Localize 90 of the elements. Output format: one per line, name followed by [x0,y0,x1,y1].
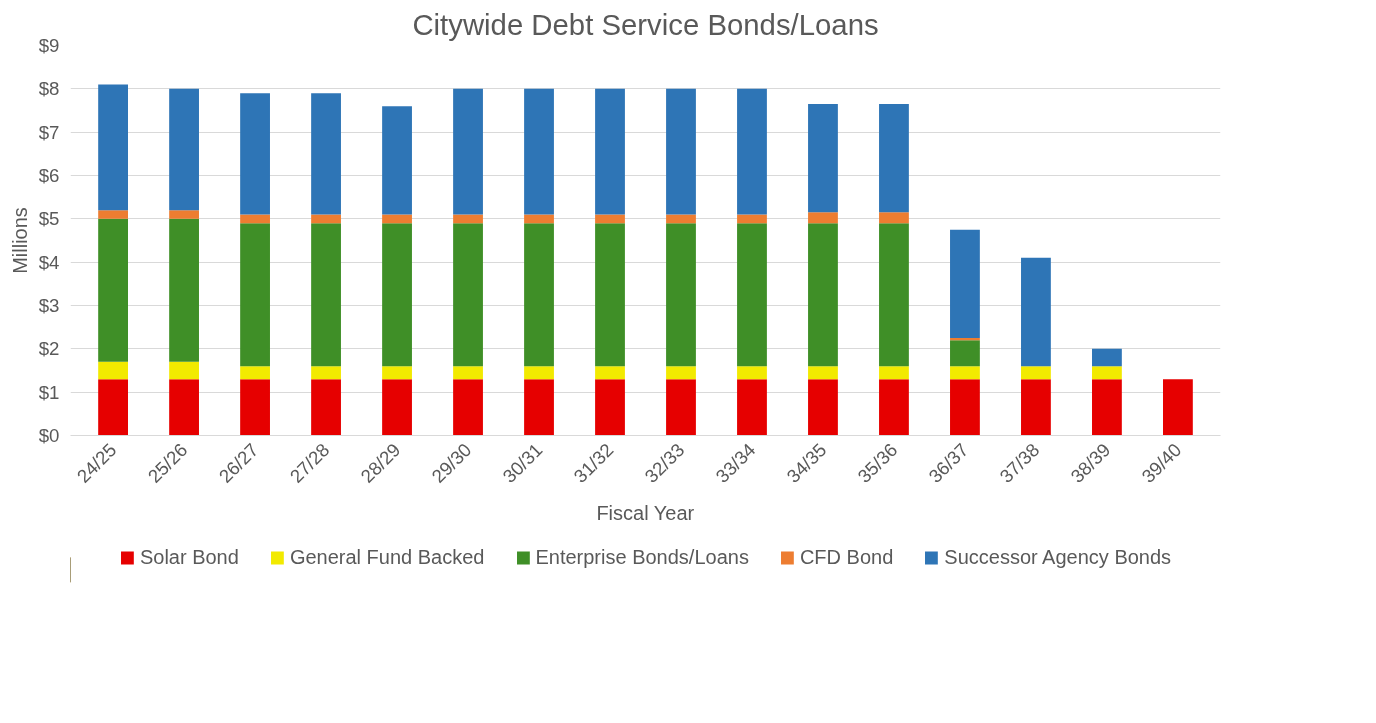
bar [311,223,341,367]
bar [1021,379,1051,436]
bar [595,379,625,436]
bar [879,379,909,436]
bar [98,379,128,436]
bar [169,361,199,380]
bar [169,210,199,219]
bar [950,340,980,367]
bar [240,223,270,367]
bar [1163,379,1193,436]
bar [1092,348,1122,367]
bar [737,223,767,367]
legend-label: Solar Bond [139,545,239,569]
bar [524,366,554,380]
legend-label: Successor Agency Bonds [944,545,1172,569]
y-tick-label: $4 [38,251,60,273]
bar [808,379,838,436]
bar [524,88,554,215]
legend-label: Enterprise Bonds/Loans [535,545,749,569]
bar [808,223,838,367]
bar [950,366,980,380]
bar [311,379,341,436]
bar [98,210,128,219]
bar [382,366,412,380]
legend-label: CFD Bond [799,545,894,569]
bar [595,366,625,380]
bar [950,229,980,338]
bar [879,212,909,224]
x-axis-title: Fiscal Year [596,502,695,525]
bar [1092,379,1122,436]
bar [950,338,980,341]
bar [453,88,483,215]
bar [382,214,412,224]
bar [879,366,909,380]
bar [1021,366,1051,380]
y-tick-label: $0 [38,425,60,446]
bar [666,223,696,367]
bar [382,106,412,215]
bar [524,223,554,367]
bar [240,214,270,224]
bar [666,379,696,436]
bar [737,88,767,215]
y-tick-label: $7 [38,121,60,143]
y-tick-label: $3 [38,295,60,316]
bar [453,214,483,224]
bar [595,223,625,367]
bar [524,214,554,224]
bar [98,361,128,380]
bar [808,212,838,224]
bar [666,214,696,224]
bar [737,379,767,436]
bar [169,218,199,362]
y-axis-title: Millions [8,207,31,274]
bar [1021,257,1051,367]
legend-label: General Fund Backed [289,545,485,569]
y-tick-label: $5 [38,208,60,230]
chart-title: Citywide Debt Service Bonds/Loans [412,7,879,41]
bar [666,366,696,380]
bar [453,366,483,380]
bar [595,214,625,224]
bar [595,88,625,215]
bar [524,379,554,436]
bar [453,223,483,367]
bar [382,379,412,436]
y-tick-label: $1 [38,381,60,403]
bar [311,214,341,224]
y-tick-label: $2 [38,338,60,360]
y-tick-label: $8 [38,78,60,100]
y-tick-label: $6 [38,165,60,186]
bar [98,218,128,362]
bar [169,379,199,436]
bar [240,379,270,436]
bar [382,223,412,367]
bar [240,366,270,380]
bar [1092,366,1122,380]
bar [98,84,128,211]
bar [169,88,199,211]
y-tick-label: $9 [38,35,60,56]
bar [808,366,838,380]
bar [737,366,767,380]
bar [879,104,909,213]
bar [950,379,980,436]
bar [808,104,838,213]
bar [666,88,696,215]
bar [737,214,767,224]
bar [311,93,341,215]
bar [240,93,270,215]
bar [311,366,341,380]
bar [879,223,909,367]
bar [453,379,483,436]
